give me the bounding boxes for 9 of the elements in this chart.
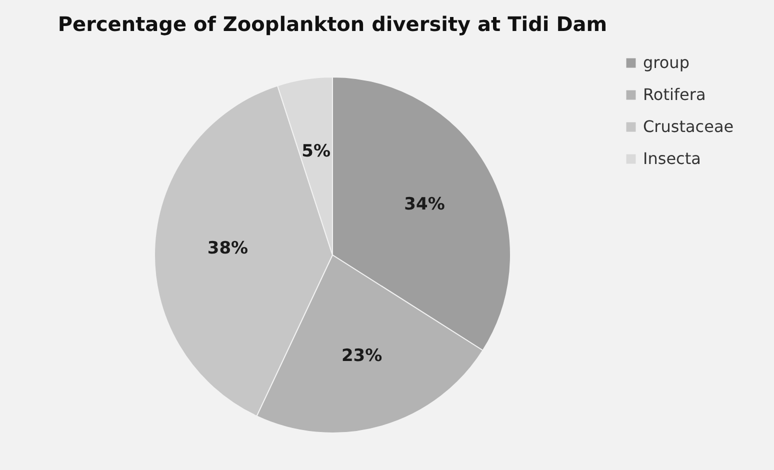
legend-label: group bbox=[643, 53, 690, 72]
chart-title: Percentage of Zooplankton diversity at Tidi Dam bbox=[58, 12, 608, 36]
data-label: 38% bbox=[207, 238, 248, 258]
data-label: 23% bbox=[341, 346, 382, 366]
data-label: 5% bbox=[302, 141, 331, 162]
legend-label: Rotifera bbox=[643, 85, 706, 104]
data-label: 34% bbox=[404, 194, 445, 214]
legend-label: Crustaceae bbox=[643, 117, 734, 136]
legend-label: Insecta bbox=[643, 149, 701, 168]
